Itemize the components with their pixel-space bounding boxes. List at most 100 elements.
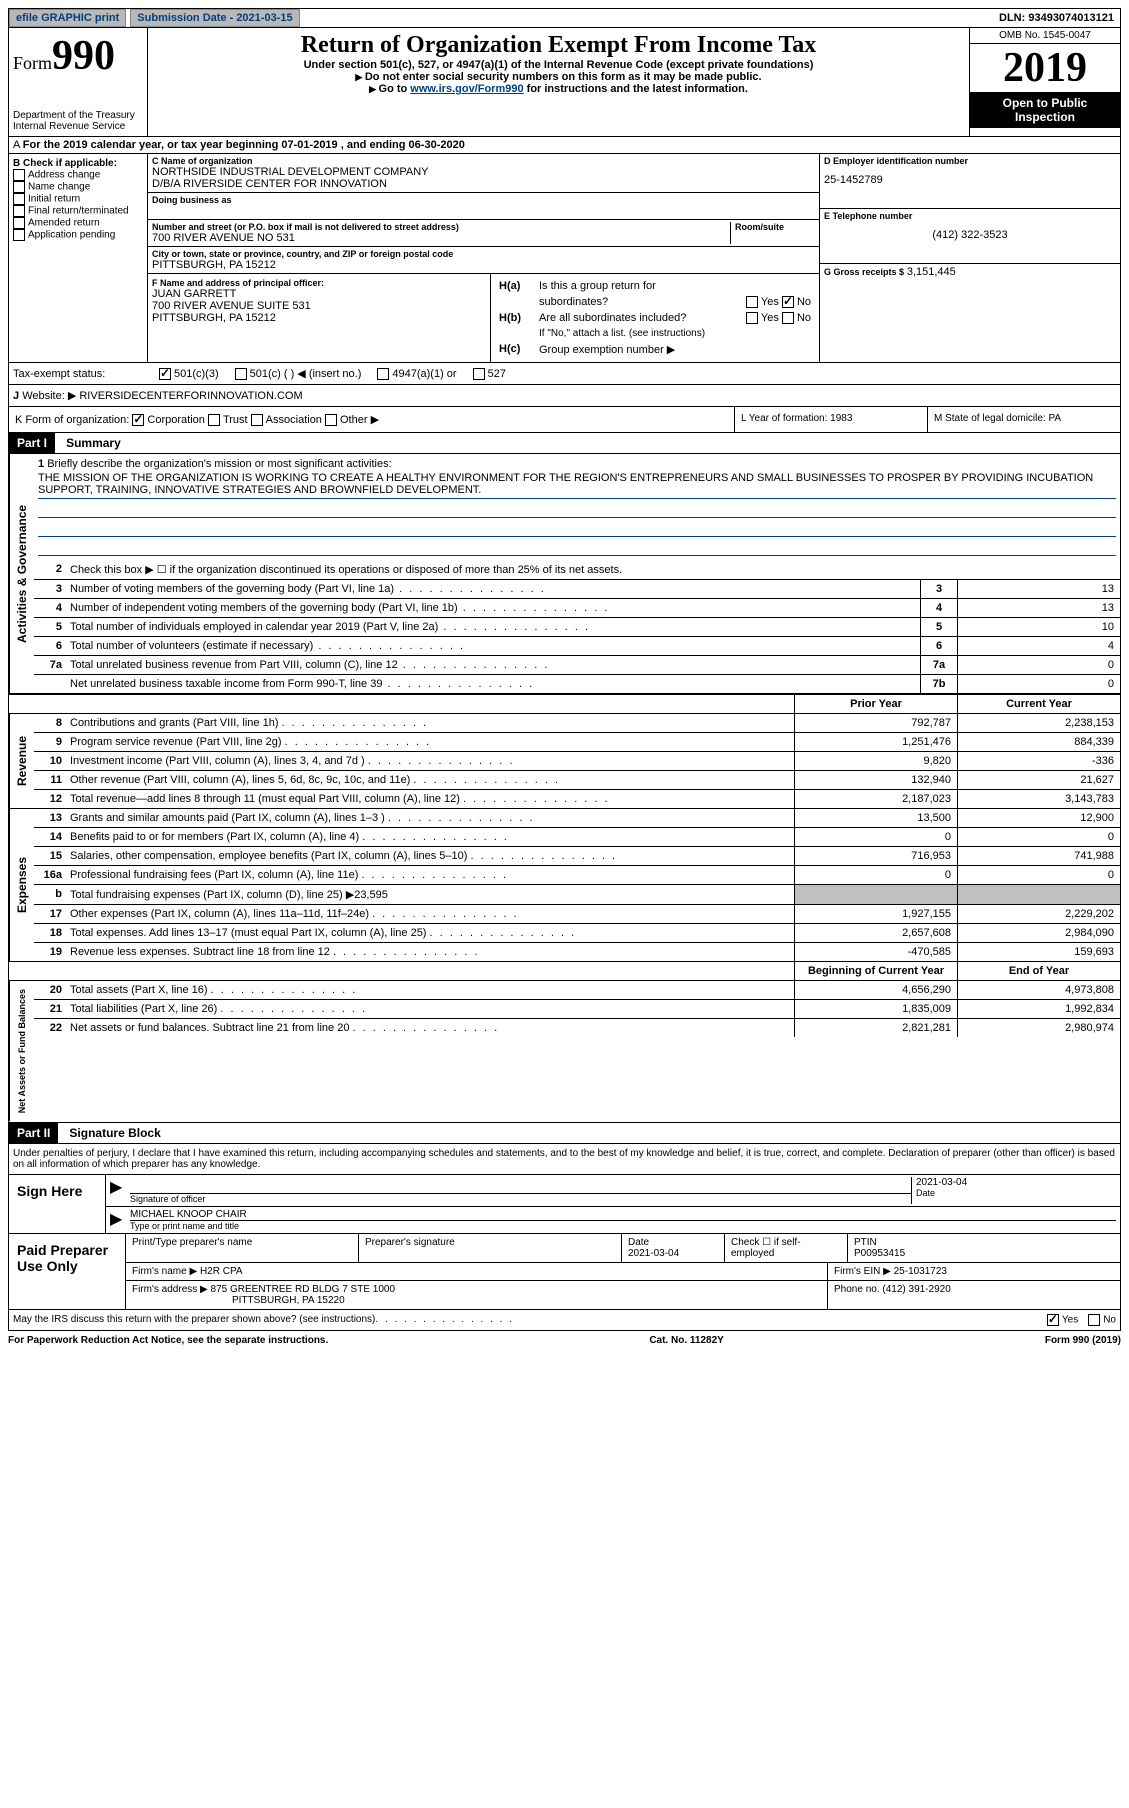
part1-head: Part I [9,433,55,453]
sign-here-label: Sign Here [9,1175,106,1233]
addr: 700 RIVER AVENUE NO 531 [152,232,730,244]
data-line: 11Other revenue (Part VIII, column (A), … [34,771,1120,790]
data-line: 13Grants and similar amounts paid (Part … [34,809,1120,828]
mission-label: Briefly describe the organization's miss… [47,458,391,470]
chk-assoc[interactable]: Association [251,414,322,426]
sig-officer-label: Signature of officer [130,1194,911,1204]
submission-date[interactable]: Submission Date - 2021-03-15 [130,9,299,27]
check-applicable-label: B Check if applicable: [13,158,143,169]
gross-receipts: 3,151,445 [907,266,956,278]
irs-link[interactable]: www.irs.gov/Form990 [410,83,523,95]
website-row: J Website: ▶ RIVERSIDECENTERFORINNOVATIO… [8,385,1121,407]
prior-year-head: Prior Year [794,695,957,713]
chk-address[interactable]: Address change [13,169,143,181]
firm-addr2: PITTSBURGH, PA 15220 [232,1295,345,1306]
hc-label: Group exemption number ▶ [539,343,675,356]
expenses-tab: Expenses [9,809,34,961]
data-line: 19Revenue less expenses. Subtract line 1… [34,943,1120,961]
prep-sig-label: Preparer's signature [359,1234,622,1262]
firm-phone: (412) 391-2920 [882,1284,950,1295]
korg-label: K Form of organization: [15,414,129,426]
part2-title: Signature Block [61,1123,168,1143]
governance-line: 6Total number of volunteers (estimate if… [34,637,1120,656]
data-line: 8Contributions and grants (Part VIII, li… [34,714,1120,733]
public-inspection: Open to Public Inspection [970,92,1120,128]
website-label: Website: ▶ [22,390,76,402]
chk-corp[interactable]: Corporation [132,414,204,426]
chk-501c3[interactable]: 501(c)(3) [159,368,219,380]
governance-line: 3Number of voting members of the governi… [34,580,1120,599]
governance-line: 5Total number of individuals employed in… [34,618,1120,637]
chk-pending[interactable]: Application pending [13,229,143,241]
korg-row: K Form of organization: Corporation Trus… [8,407,1121,433]
paid-preparer-label: Paid Preparer Use Only [9,1234,126,1309]
year-formation: 1983 [830,413,852,424]
part2-header: Part II Signature Block [8,1123,1121,1144]
chk-other[interactable]: Other ▶ [325,414,379,426]
discuss-yes[interactable]: Yes [1047,1314,1078,1326]
tax-status-row: Tax-exempt status: 501(c)(3) 501(c) ( ) … [8,363,1121,385]
h-note: If "No," attach a list. (see instruction… [539,328,705,339]
part1-title: Summary [58,433,129,453]
gross-label: G Gross receipts $ [824,267,904,277]
part2-head: Part II [9,1123,58,1143]
goto-note: Go to www.irs.gov/Form990 for instructio… [152,83,965,95]
section-b: B Check if applicable: Address change Na… [8,154,1121,363]
dba-label: Doing business as [152,195,815,205]
chk-527[interactable]: 527 [473,368,506,380]
chk-name[interactable]: Name change [13,181,143,193]
netassets-tab: Net Assets or Fund Balances [9,981,34,1121]
sig-arrow-icon: ▶ [110,1177,130,1204]
mission-text: THE MISSION OF THE ORGANIZATION IS WORKI… [38,470,1116,499]
line2: Check this box ▶ ☐ if the organization d… [66,560,1120,579]
sig-arrow-icon-2: ▶ [110,1209,130,1231]
data-line: 9Program service revenue (Part VIII, lin… [34,733,1120,752]
tax-year: 2019 [970,44,1120,92]
discuss-no[interactable]: No [1088,1314,1116,1326]
chk-initial[interactable]: Initial return [13,193,143,205]
signature-block: Under penalties of perjury, I declare th… [8,1144,1121,1331]
addr-label: Number and street (or P.O. box if mail i… [152,222,730,232]
chk-501c[interactable]: 501(c) ( ) ◀ (insert no.) [235,367,362,380]
city-label: City or town, state or province, country… [152,249,815,259]
tax-year-range: A For the 2019 calendar year, or tax yea… [8,137,1121,154]
data-line: 15Salaries, other compensation, employee… [34,847,1120,866]
chk-final[interactable]: Final return/terminated [13,205,143,217]
data-line: 18Total expenses. Add lines 13–17 (must … [34,924,1120,943]
year-formation-label: L Year of formation: [741,413,827,424]
state-label: M State of legal domicile: [934,413,1046,424]
footer-right: Form 990 (2019) [1045,1335,1121,1346]
netassets-section: Net Assets or Fund Balances 20Total asse… [8,981,1121,1122]
governance-section: Activities & Governance 1 Briefly descri… [8,454,1121,694]
phone-label: E Telephone number [824,211,1116,221]
dept-treasury: Department of the Treasury Internal Reve… [13,110,143,132]
part1-header: Part I Summary [8,433,1121,454]
form-prefix: Form [13,53,52,73]
officer-addr2: PITTSBURGH, PA 15212 [152,312,486,324]
sig-date-label: Date [916,1188,1116,1198]
footer-left: For Paperwork Reduction Act Notice, see … [8,1335,328,1346]
firm-addr1: 875 GREENTREE RD BLDG 7 STE 1000 [211,1284,396,1295]
prep-name-label: Print/Type preparer's name [126,1234,359,1262]
chk-4947[interactable]: 4947(a)(1) or [377,368,456,380]
chk-amended[interactable]: Amended return [13,217,143,229]
efile-button[interactable]: efile GRAPHIC print [9,9,126,27]
data-line: 22Net assets or fund balances. Subtract … [34,1019,1120,1037]
data-line: 21Total liabilities (Part X, line 26) 1,… [34,1000,1120,1019]
revenue-tab: Revenue [9,714,34,808]
netassets-header-row: Beginning of Current Year End of Year [8,962,1121,981]
form-header: Form990 Department of the Treasury Inter… [8,28,1121,137]
governance-tab: Activities & Governance [9,454,34,693]
chk-trust[interactable]: Trust [208,414,248,426]
data-line: 10Investment income (Part VIII, column (… [34,752,1120,771]
data-line: 20Total assets (Part X, line 16) 4,656,2… [34,981,1120,1000]
website-val: RIVERSIDECENTERFORINNOVATION.COM [79,390,302,402]
sig-date: 2021-03-04 [916,1177,1116,1188]
prep-check: Check ☐ if self-employed [725,1234,848,1262]
ptin: P00953415 [854,1248,905,1259]
officer-name: JUAN GARRETT [152,288,486,300]
footer-mid: Cat. No. 11282Y [649,1335,723,1346]
discuss-label: May the IRS discuss this return with the… [13,1314,375,1326]
ein: 25-1452789 [824,174,1116,186]
data-line: 12Total revenue—add lines 8 through 11 (… [34,790,1120,808]
